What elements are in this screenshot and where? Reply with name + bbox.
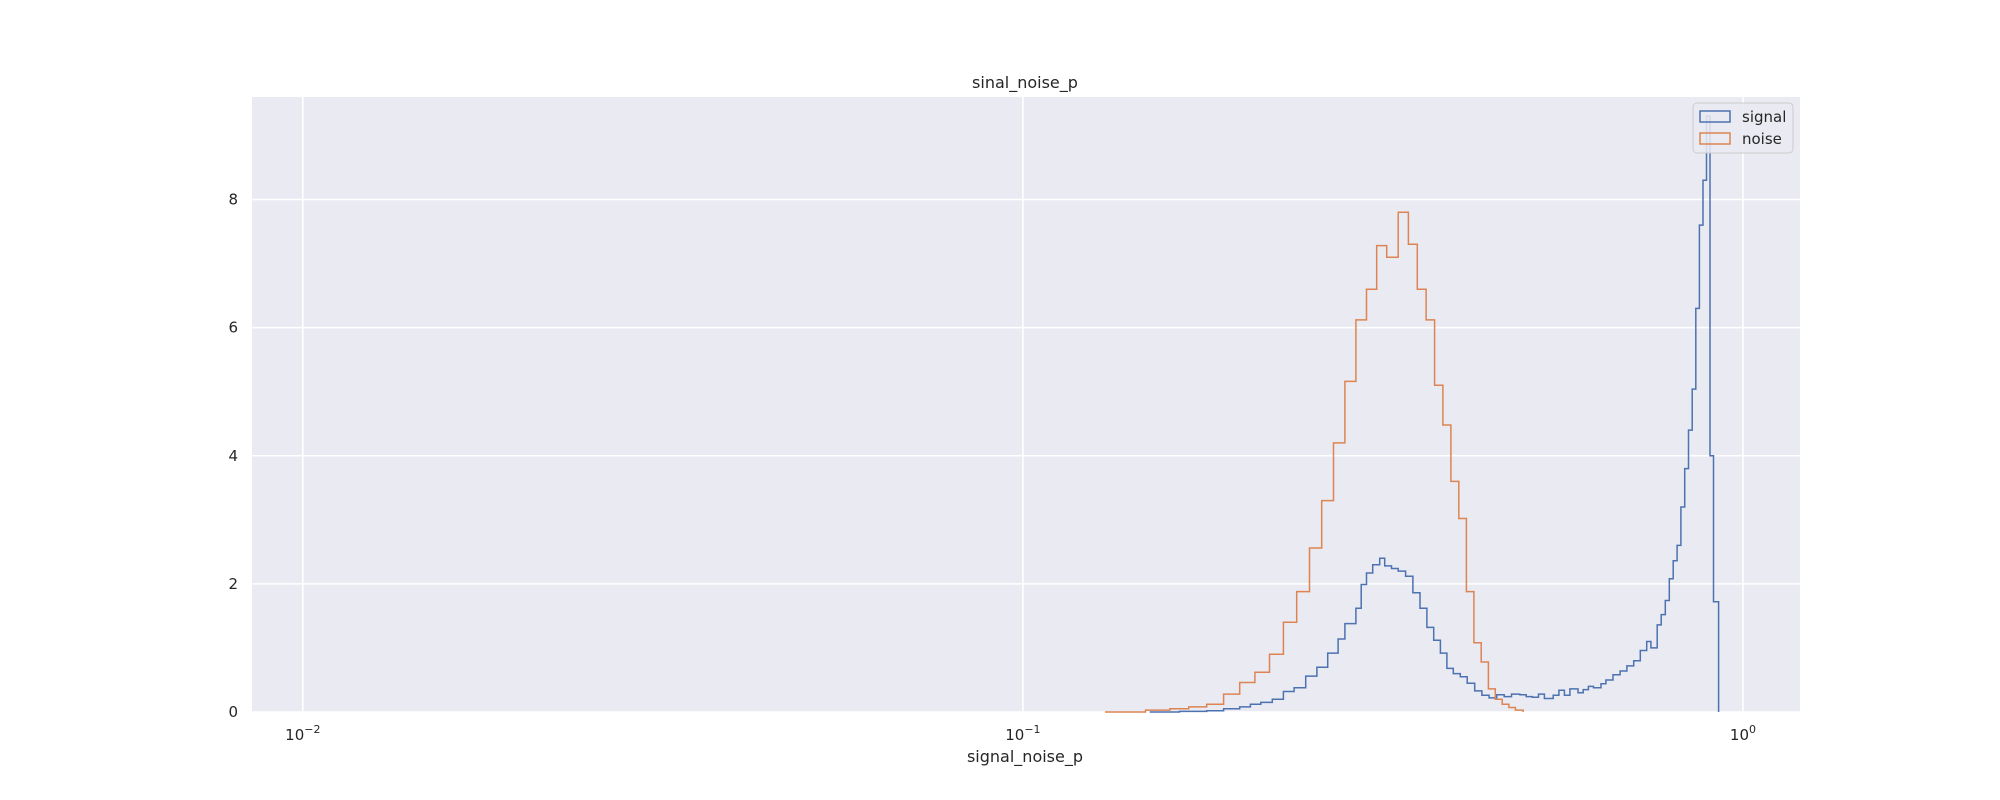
legend[interactable]: signal noise bbox=[1692, 102, 1794, 154]
y-tick-label: 6 bbox=[228, 319, 238, 337]
legend-box bbox=[1692, 102, 1794, 154]
x-axis-label: signal_noise_p bbox=[967, 747, 1083, 767]
y-tick-label: 2 bbox=[228, 575, 238, 593]
series-group bbox=[1105, 115, 1720, 713]
series-signal-line bbox=[1149, 115, 1720, 713]
legend-swatch-noise bbox=[1699, 132, 1731, 145]
legend-swatch-signal bbox=[1699, 110, 1731, 123]
x-tick-label: 100 bbox=[1730, 723, 1756, 744]
x-tick-label: 10−1 bbox=[1005, 723, 1040, 744]
legend-label-noise: noise bbox=[1742, 130, 1782, 148]
grid-lines bbox=[252, 97, 1800, 713]
y-tick-label: 8 bbox=[228, 191, 238, 209]
series-noise-line bbox=[1105, 211, 1524, 713]
x-tick-label: 10−2 bbox=[285, 723, 320, 744]
y-tick-label: 4 bbox=[228, 447, 238, 465]
legend-label-signal: signal bbox=[1742, 108, 1786, 126]
chart-title: sinal_noise_p bbox=[972, 73, 1078, 93]
y-tick-label: 0 bbox=[228, 703, 238, 721]
plot-area bbox=[252, 97, 1800, 712]
